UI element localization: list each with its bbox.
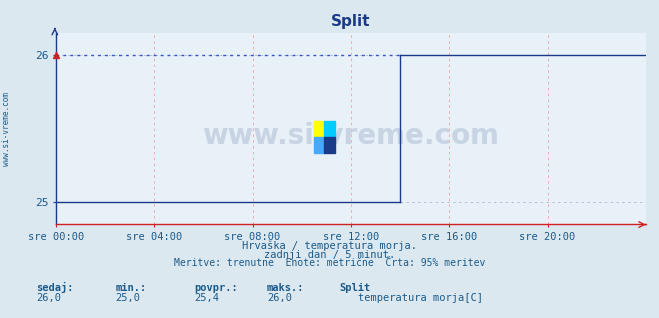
Text: min.:: min.:	[115, 283, 146, 293]
Text: maks.:: maks.:	[267, 283, 304, 293]
Text: zadnji dan / 5 minut.: zadnji dan / 5 minut.	[264, 250, 395, 259]
Text: 26,0: 26,0	[267, 293, 292, 302]
Bar	[324, 121, 335, 137]
Bar	[324, 137, 335, 153]
Text: Hrvaška / temperatura morja.: Hrvaška / temperatura morja.	[242, 240, 417, 251]
Text: 25,4: 25,4	[194, 293, 219, 302]
Text: Meritve: trenutne  Enote: metrične  Črta: 95% meritev: Meritve: trenutne Enote: metrične Črta: …	[174, 259, 485, 268]
Text: povpr.:: povpr.:	[194, 283, 238, 293]
Text: 25,0: 25,0	[115, 293, 140, 302]
Bar	[314, 137, 324, 153]
Text: Split: Split	[339, 283, 370, 293]
Bar	[314, 121, 324, 137]
Text: www.si-vreme.com: www.si-vreme.com	[2, 92, 11, 166]
Text: sedaj:: sedaj:	[36, 282, 74, 293]
Title: Split: Split	[331, 14, 370, 30]
Text: temperatura morja[C]: temperatura morja[C]	[358, 293, 483, 302]
Text: www.si-vreme.com: www.si-vreme.com	[202, 122, 500, 150]
Text: 26,0: 26,0	[36, 293, 61, 302]
